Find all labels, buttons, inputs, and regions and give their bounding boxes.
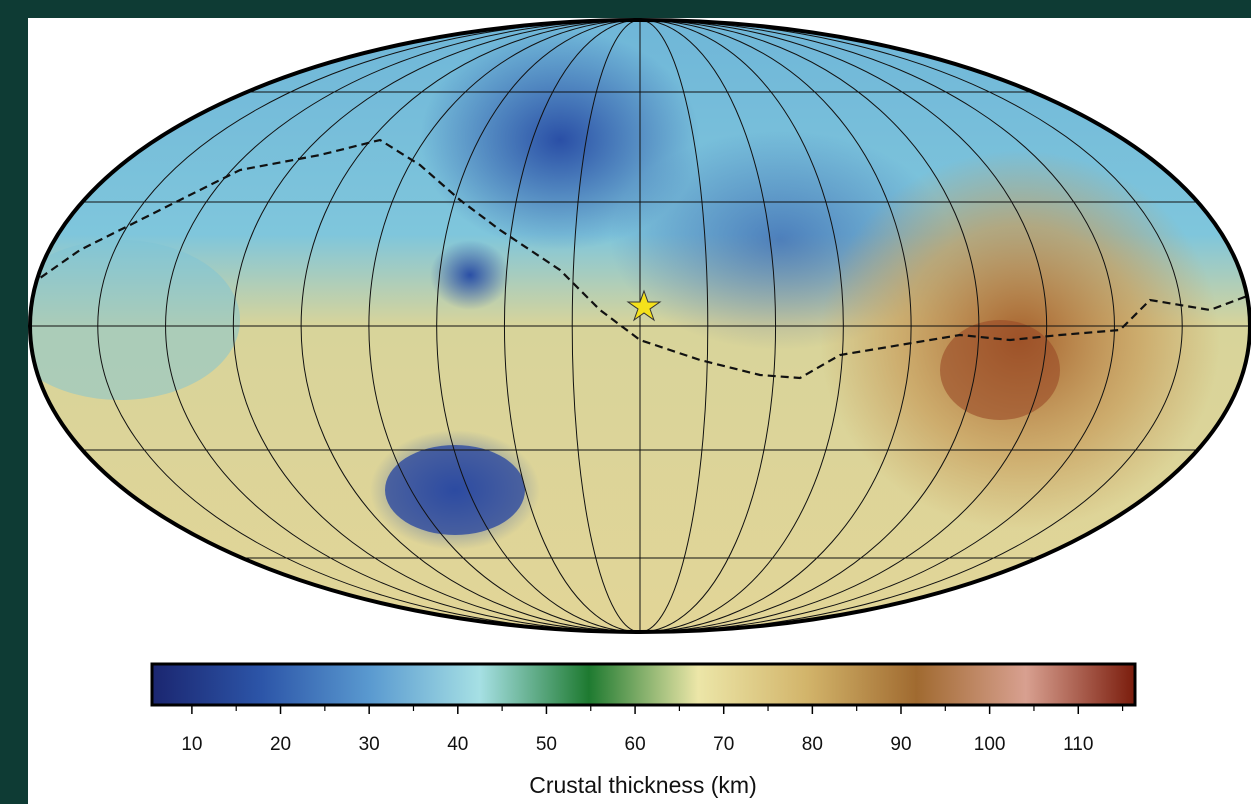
tick-label: 20	[270, 734, 291, 755]
tick-label: 40	[447, 734, 468, 755]
tick-label: 60	[625, 734, 646, 755]
colorbar	[152, 664, 1135, 705]
tick-label: 110	[1063, 734, 1093, 755]
tick-label: 50	[536, 734, 557, 755]
colorbar-label: Crustal thickness (km)	[529, 772, 756, 798]
tick-label: 30	[359, 734, 380, 755]
tick-label: 70	[713, 734, 734, 755]
tick-label: 90	[890, 734, 911, 755]
tick-label: 80	[802, 734, 823, 755]
tick-label: 100	[974, 734, 1006, 755]
figure: Crustal thickness (km) 10 20 30 40 50 60 70 80 9…	[0, 0, 1251, 804]
tick-label: 10	[181, 734, 202, 755]
